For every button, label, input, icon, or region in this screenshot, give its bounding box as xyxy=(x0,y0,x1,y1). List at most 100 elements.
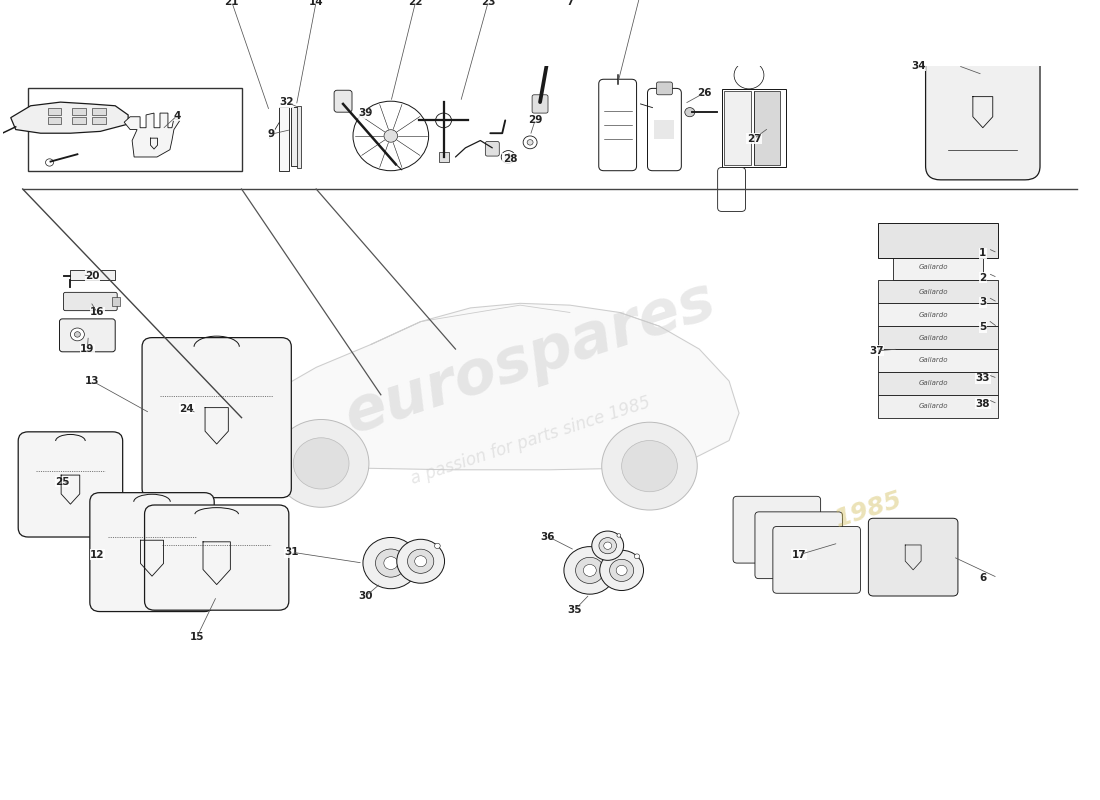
Bar xyxy=(112,297,120,306)
Text: 39: 39 xyxy=(359,108,373,118)
Circle shape xyxy=(75,332,80,337)
Circle shape xyxy=(436,113,451,128)
Bar xyxy=(878,303,998,326)
Text: 3: 3 xyxy=(979,298,987,307)
Text: 20: 20 xyxy=(85,271,100,281)
Text: Gallardo: Gallardo xyxy=(918,289,948,295)
Text: Gallardo: Gallardo xyxy=(918,358,948,363)
Text: Gallardo: Gallardo xyxy=(918,403,948,410)
Circle shape xyxy=(592,531,624,560)
Circle shape xyxy=(524,136,537,149)
Text: 33: 33 xyxy=(976,374,990,383)
Circle shape xyxy=(505,154,512,160)
Text: 26: 26 xyxy=(697,88,712,98)
Bar xyxy=(73,108,87,115)
Circle shape xyxy=(609,559,634,582)
FancyBboxPatch shape xyxy=(773,526,860,594)
Polygon shape xyxy=(242,303,739,470)
Circle shape xyxy=(604,542,612,550)
Text: 29: 29 xyxy=(528,115,542,126)
Text: 6: 6 xyxy=(979,573,987,582)
Circle shape xyxy=(621,441,678,492)
Bar xyxy=(878,394,998,418)
FancyBboxPatch shape xyxy=(64,292,118,310)
Circle shape xyxy=(600,550,643,590)
Circle shape xyxy=(583,565,596,576)
Bar xyxy=(297,106,301,168)
Bar xyxy=(279,106,289,170)
FancyBboxPatch shape xyxy=(90,493,214,611)
FancyBboxPatch shape xyxy=(532,94,548,113)
Bar xyxy=(70,270,116,279)
FancyBboxPatch shape xyxy=(59,319,116,352)
Circle shape xyxy=(384,557,398,570)
FancyBboxPatch shape xyxy=(657,82,672,94)
Bar xyxy=(92,117,107,124)
Text: 38: 38 xyxy=(976,399,990,409)
Bar xyxy=(893,254,982,281)
Text: 32: 32 xyxy=(279,97,294,107)
Circle shape xyxy=(397,539,444,583)
FancyBboxPatch shape xyxy=(717,167,746,211)
Circle shape xyxy=(274,419,368,507)
Text: 1985: 1985 xyxy=(832,487,905,531)
Circle shape xyxy=(616,566,627,575)
Circle shape xyxy=(407,542,414,548)
Circle shape xyxy=(384,130,397,142)
Circle shape xyxy=(375,549,406,577)
Text: 21: 21 xyxy=(224,0,239,6)
Bar xyxy=(878,349,998,372)
Text: 4: 4 xyxy=(173,111,180,121)
Text: 7: 7 xyxy=(566,0,573,6)
Circle shape xyxy=(294,438,349,489)
Text: 34: 34 xyxy=(911,61,925,70)
Circle shape xyxy=(617,534,620,538)
Bar xyxy=(439,153,449,162)
Text: 15: 15 xyxy=(189,632,204,642)
Text: 23: 23 xyxy=(481,0,496,6)
Text: 1: 1 xyxy=(979,248,987,258)
Circle shape xyxy=(363,538,419,589)
Bar xyxy=(654,121,674,138)
Circle shape xyxy=(353,101,429,170)
FancyBboxPatch shape xyxy=(648,88,681,170)
Circle shape xyxy=(602,422,697,510)
Text: 5: 5 xyxy=(979,322,987,332)
Bar xyxy=(47,117,62,124)
Bar xyxy=(878,326,998,349)
Circle shape xyxy=(685,108,695,117)
Text: 37: 37 xyxy=(869,346,883,356)
Text: 22: 22 xyxy=(408,0,422,6)
Text: 27: 27 xyxy=(747,134,761,144)
Text: eurospares: eurospares xyxy=(338,270,723,446)
Circle shape xyxy=(734,62,763,89)
Text: a passion for parts since 1985: a passion for parts since 1985 xyxy=(408,393,652,488)
Bar xyxy=(878,372,998,394)
Bar xyxy=(722,89,786,166)
Circle shape xyxy=(434,543,440,549)
Text: 19: 19 xyxy=(80,344,95,354)
Bar xyxy=(724,90,751,165)
FancyBboxPatch shape xyxy=(733,496,821,563)
Text: Gallardo: Gallardo xyxy=(918,334,948,341)
Text: 17: 17 xyxy=(791,550,806,560)
Text: 13: 13 xyxy=(85,376,100,386)
FancyBboxPatch shape xyxy=(19,432,123,537)
Text: 8: 8 xyxy=(636,0,644,2)
Circle shape xyxy=(502,150,515,163)
Text: 9: 9 xyxy=(268,129,275,139)
Bar xyxy=(47,108,62,115)
FancyBboxPatch shape xyxy=(142,338,292,498)
Text: 12: 12 xyxy=(90,550,104,560)
Text: 35: 35 xyxy=(568,605,582,614)
FancyBboxPatch shape xyxy=(598,79,637,170)
Text: 31: 31 xyxy=(284,547,298,557)
Text: 14: 14 xyxy=(309,0,323,6)
Bar xyxy=(754,90,780,165)
Text: 2: 2 xyxy=(979,273,987,282)
Circle shape xyxy=(415,556,427,566)
FancyBboxPatch shape xyxy=(925,52,1040,180)
Text: 24: 24 xyxy=(179,403,195,414)
FancyBboxPatch shape xyxy=(144,505,289,610)
Circle shape xyxy=(575,558,604,583)
